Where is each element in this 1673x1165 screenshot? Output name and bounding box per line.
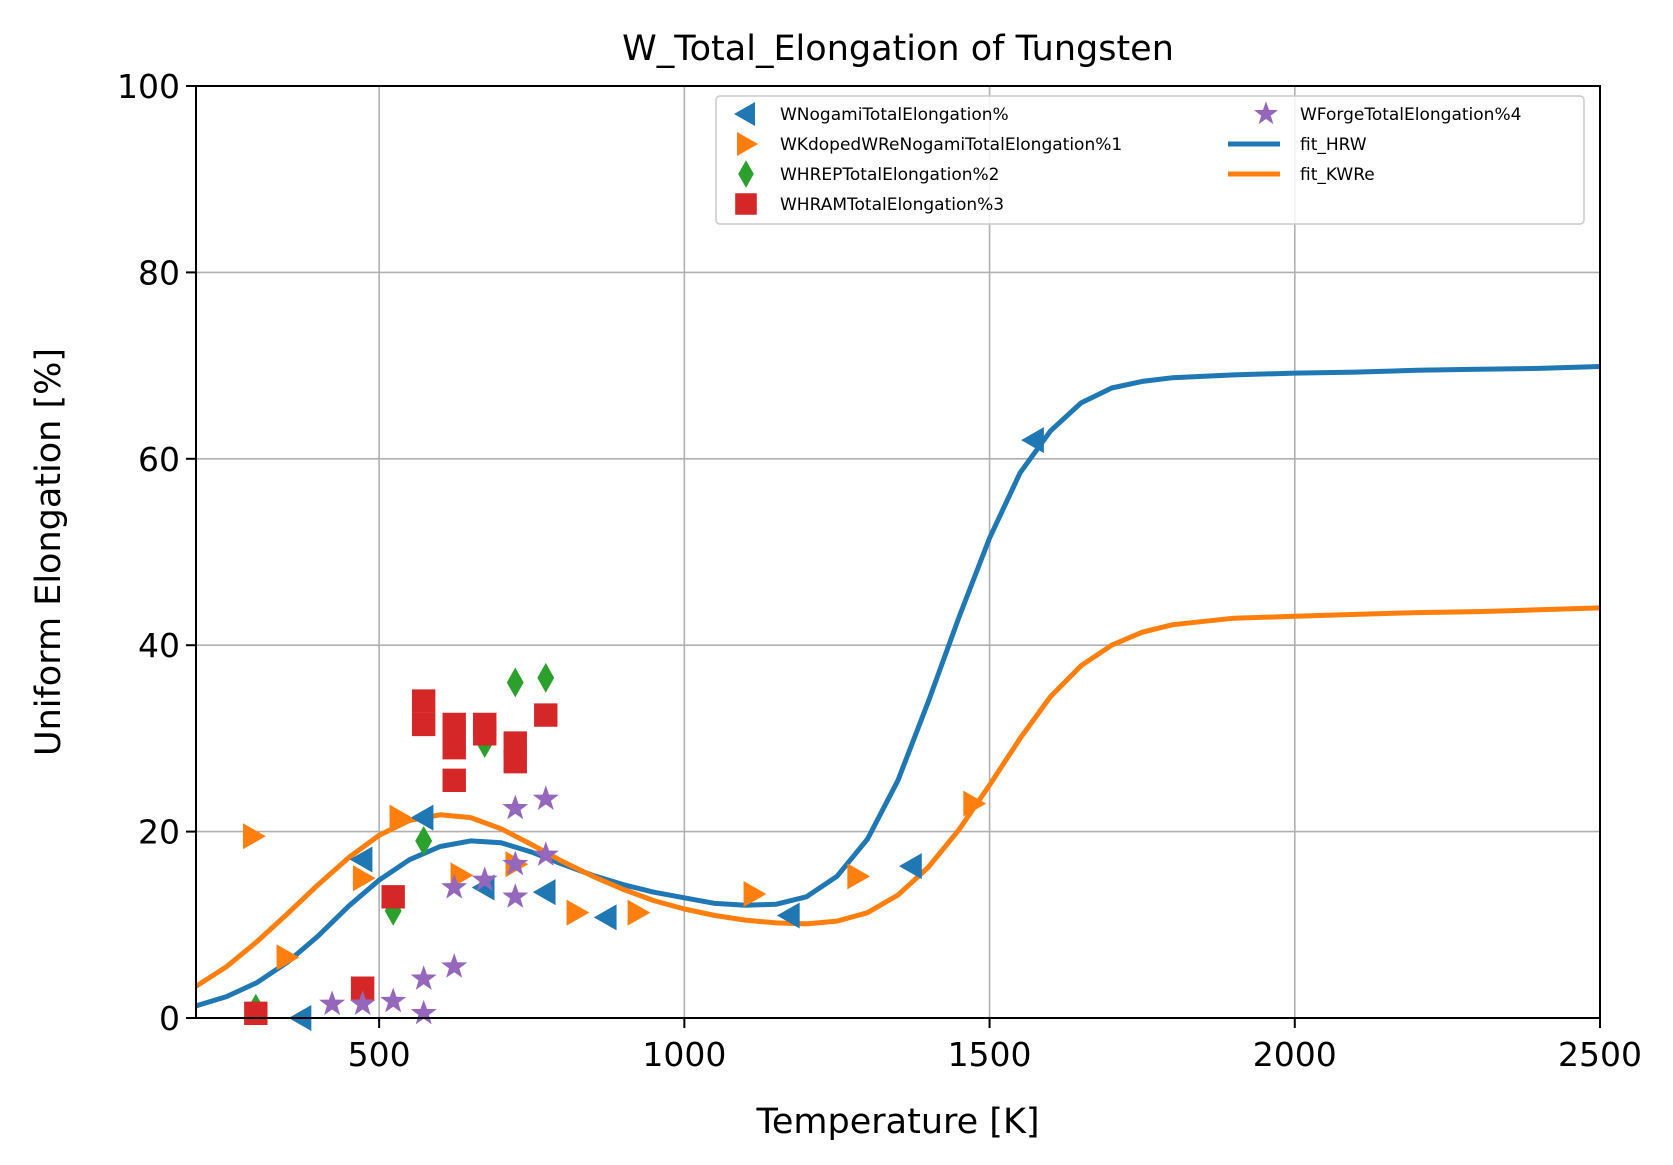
legend-marker-wnogamitotalelongation xyxy=(734,102,755,126)
data-point-wforgetotalelongation-4 xyxy=(441,953,468,978)
data-point-wkdopedwrenogamitotalelongation-1 xyxy=(389,804,413,831)
data-point-wkdopedwrenogamitotalelongation-1 xyxy=(963,790,987,817)
legend-box xyxy=(715,95,1585,225)
data-point-whramtotalelongation-3 xyxy=(411,712,436,737)
legend-label: fit_KWRe xyxy=(1300,165,1375,185)
data-point-whramtotalelongation-3 xyxy=(442,736,466,760)
chart-title: W_Total_Elongation of Tungsten xyxy=(622,29,1174,69)
data-point-wforgetotalelongation-4 xyxy=(471,866,498,892)
data-point-wforgetotalelongation-4 xyxy=(410,965,437,990)
legend-label: WNogamiTotalElongation% xyxy=(780,105,1009,125)
legend-marker-wforgetotalelongation-4 xyxy=(1254,101,1278,125)
data-point-whramtotalelongation-3 xyxy=(350,976,375,1000)
data-markers xyxy=(243,427,1044,1031)
y-axis-label: Uniform Elongation [%] xyxy=(29,348,69,756)
y-tick-label: 20 xyxy=(138,813,180,852)
y-tick-label: 60 xyxy=(138,440,180,479)
data-point-wforgetotalelongation-4 xyxy=(380,987,407,1013)
data-point-wforgetotalelongation-4 xyxy=(441,873,468,899)
data-point-whreptotalelongation-2 xyxy=(415,825,433,856)
data-point-wforgetotalelongation-4 xyxy=(502,794,529,820)
legend-label: WHRAMTotalElongation%3 xyxy=(780,195,1004,215)
data-point-wnogamitotalelongation xyxy=(593,904,617,931)
legend-label: WForgeTotalElongation%4 xyxy=(1300,105,1521,125)
y-tick-label: 100 xyxy=(117,67,180,106)
data-point-whramtotalelongation-3 xyxy=(244,1001,268,1026)
y-tick-label: 40 xyxy=(138,626,180,665)
data-point-wkdopedwrenogamitotalelongation-1 xyxy=(566,899,590,926)
data-point-wforgetotalelongation-4 xyxy=(532,841,559,866)
data-point-wnogamitotalelongation xyxy=(349,846,373,873)
plot-frame xyxy=(195,85,1601,1019)
data-point-whramtotalelongation-3 xyxy=(442,712,466,737)
data-point-whramtotalelongation-3 xyxy=(442,768,466,793)
data-point-wnogamitotalelongation xyxy=(899,853,922,880)
legend-label: WHREPTotalElongation%2 xyxy=(780,165,999,185)
data-point-wnogamitotalelongation xyxy=(1021,427,1044,454)
x-tick-label: 1500 xyxy=(948,1035,1032,1074)
data-point-wforgetotalelongation-4 xyxy=(410,999,437,1025)
data-point-wforgetotalelongation-4 xyxy=(349,990,376,1016)
data-point-wforgetotalelongation-4 xyxy=(502,850,529,876)
data-point-wnogamitotalelongation xyxy=(776,902,800,929)
data-point-whreptotalelongation-2 xyxy=(537,662,555,693)
data-point-wkdopedwrenogamitotalelongation-1 xyxy=(627,899,651,926)
x-tick-label: 500 xyxy=(348,1035,411,1074)
x-tick-label: 2000 xyxy=(1253,1035,1337,1074)
x-tick-label: 2500 xyxy=(1558,1035,1642,1074)
axis-ticks: 500 1000 1500 2000 2500 0 20 40 60 80 100 xyxy=(117,67,1642,1074)
data-point-whreptotalelongation-2 xyxy=(506,667,524,698)
data-point-whramtotalelongation-3 xyxy=(473,712,497,737)
data-point-whreptotalelongation-2 xyxy=(384,895,402,926)
legend-label: WKdopedWReNogamiTotalElongation%1 xyxy=(780,135,1122,155)
legend-marker-whreptotalelongation-2 xyxy=(738,160,754,188)
data-point-whramtotalelongation-3 xyxy=(503,750,527,774)
x-axis-label: Temperature [K] xyxy=(755,1102,1039,1142)
x-tick-label: 1000 xyxy=(642,1035,726,1074)
data-point-wkdopedwrenogamitotalelongation-1 xyxy=(276,944,300,971)
data-point-wkdopedwrenogamitotalelongation-1 xyxy=(847,863,871,890)
series-line-fit-hrw xyxy=(195,364,1601,1009)
data-point-whramtotalelongation-3 xyxy=(503,731,527,755)
data-point-wkdopedwrenogamitotalelongation-1 xyxy=(743,881,767,908)
data-point-wforgetotalelongation-4 xyxy=(319,990,346,1016)
data-point-wkdopedwrenogamitotalelongation-1 xyxy=(243,823,266,850)
legend-marker-wkdopedwrenogamitotalelongation-1 xyxy=(737,132,758,156)
data-point-wforgetotalelongation-4 xyxy=(532,785,559,810)
legend: WNogamiTotalElongation% WKdopedWReNogamiT… xyxy=(715,95,1585,225)
data-point-wnogamitotalelongation xyxy=(410,804,434,831)
data-point-whramtotalelongation-3 xyxy=(534,703,558,727)
data-point-whramtotalelongation-3 xyxy=(411,689,436,713)
data-point-wnogamitotalelongation xyxy=(532,879,556,906)
data-point-wkdopedwrenogamitotalelongation-1 xyxy=(352,865,376,892)
y-tick-label: 80 xyxy=(138,253,180,292)
data-point-whramtotalelongation-3 xyxy=(381,885,405,909)
legend-label: fit_HRW xyxy=(1300,135,1367,155)
y-tick-label: 0 xyxy=(159,999,180,1038)
data-point-wforgetotalelongation-4 xyxy=(502,883,529,908)
legend-marker-whramtotalelongation-3 xyxy=(735,193,757,215)
